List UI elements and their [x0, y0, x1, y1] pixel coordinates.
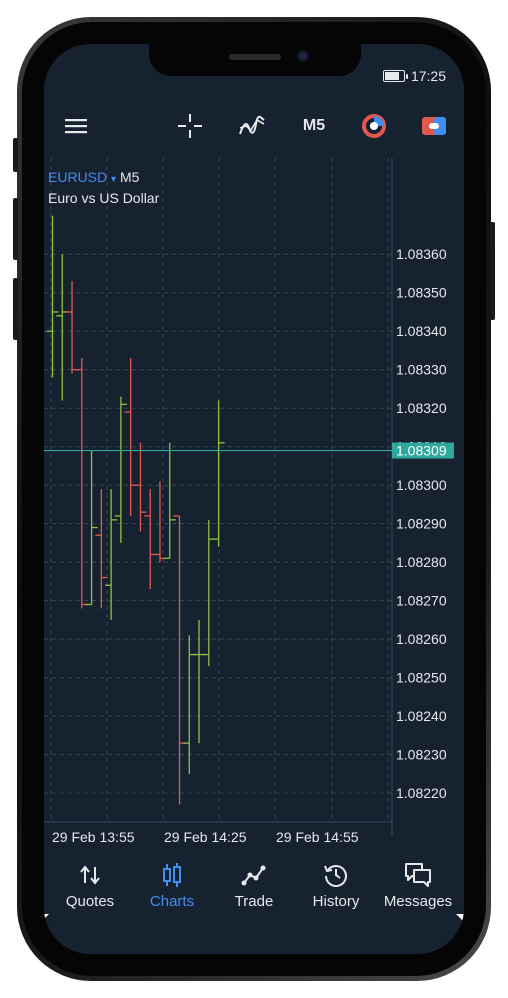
y-tick-label: 1.08230 — [396, 747, 447, 763]
nav-charts-label: Charts — [149, 893, 195, 910]
x-tick-label: 29 Feb 13:55 — [52, 829, 135, 845]
nav-charts[interactable]: Charts — [130, 850, 214, 920]
nav-trade-label: Trade — [234, 893, 274, 910]
app-screen: 17:25 M5 — [44, 44, 464, 954]
arrows-updown-icon — [80, 865, 100, 885]
status-bar: 17:25 — [382, 68, 446, 84]
crosshair-button[interactable] — [170, 106, 210, 146]
current-price-tag — [392, 442, 454, 459]
chart-description: Euro vs US Dollar — [48, 190, 160, 206]
indicators-button[interactable] — [232, 106, 272, 146]
chart-toolbar: M5 — [44, 106, 464, 146]
hamburger-icon — [65, 119, 87, 134]
trade-panel-icon — [422, 117, 446, 135]
chart-canvas[interactable]: 1.08360 1.08350 1.08340 1.08330 1.08320 1.083… — [44, 158, 464, 862]
chart-symbol[interactable]: EURUSD — [48, 169, 108, 185]
y-tick-label: 1.08300 — [396, 477, 447, 493]
y-tick-label: 1.08330 — [396, 362, 447, 378]
bottom-navigation: Quotes Charts — [44, 850, 464, 920]
battery-icon — [382, 70, 408, 82]
y-tick-label: 1.08290 — [396, 516, 447, 532]
candles-icon — [163, 863, 181, 887]
symbol-dropdown-icon[interactable]: ▾ — [111, 174, 117, 185]
chart-timeframe: M5 — [119, 169, 140, 185]
volume-down-button — [13, 278, 18, 340]
timeframe-button[interactable]: M5 — [302, 117, 326, 134]
crosshair-icon — [178, 114, 202, 138]
y-tick-label: 1.08320 — [396, 400, 447, 416]
x-tick-label: 29 Feb 14:25 — [164, 829, 247, 845]
y-tick-label: 1.08360 — [396, 246, 447, 262]
nav-messages-label: Messages — [383, 893, 453, 910]
y-tick-label: 1.08240 — [396, 708, 447, 724]
y-tick-label: 1.08260 — [396, 631, 447, 647]
one-click-icon — [362, 114, 386, 138]
y-tick-label: 1.08350 — [396, 285, 447, 301]
chart-header: EURUSD ▾ M5 Euro vs US Dollar — [48, 168, 159, 207]
trade-line-icon — [241, 865, 266, 886]
messages-icon — [405, 863, 431, 887]
nav-messages[interactable]: Messages — [376, 850, 460, 920]
y-tick-label: 1.08250 — [396, 670, 447, 686]
nav-quotes[interactable]: Quotes — [48, 850, 132, 920]
y-tick-label: 1.08280 — [396, 554, 447, 570]
status-time: 17:25 — [410, 68, 446, 84]
y-tick-label: 1.08270 — [396, 593, 447, 609]
nav-quotes-label: Quotes — [65, 893, 115, 910]
menu-button[interactable] — [56, 106, 96, 146]
volume-up-button — [13, 198, 18, 260]
nav-history-label: History — [312, 893, 360, 910]
current-price-label: 1.08309 — [396, 443, 447, 459]
notch — [149, 44, 361, 76]
indicators-icon — [239, 115, 265, 135]
corner-marker-left — [44, 914, 49, 919]
history-icon — [324, 865, 347, 887]
y-tick-label: 1.08340 — [396, 323, 447, 339]
power-button — [490, 222, 495, 320]
price-chart[interactable]: 1.08360 1.08350 1.08340 1.08330 1.08320 1.083… — [44, 158, 464, 862]
one-click-trading-button[interactable] — [354, 106, 394, 146]
nav-history[interactable]: History — [294, 850, 378, 920]
nav-trade[interactable]: Trade — [212, 850, 296, 920]
x-tick-label: 29 Feb 14:55 — [276, 829, 359, 845]
mute-switch — [13, 138, 18, 172]
trade-button[interactable] — [414, 106, 454, 146]
front-camera — [297, 50, 309, 62]
corner-marker-right — [456, 914, 464, 922]
y-tick-label: 1.08220 — [396, 785, 447, 801]
speaker — [229, 54, 281, 60]
